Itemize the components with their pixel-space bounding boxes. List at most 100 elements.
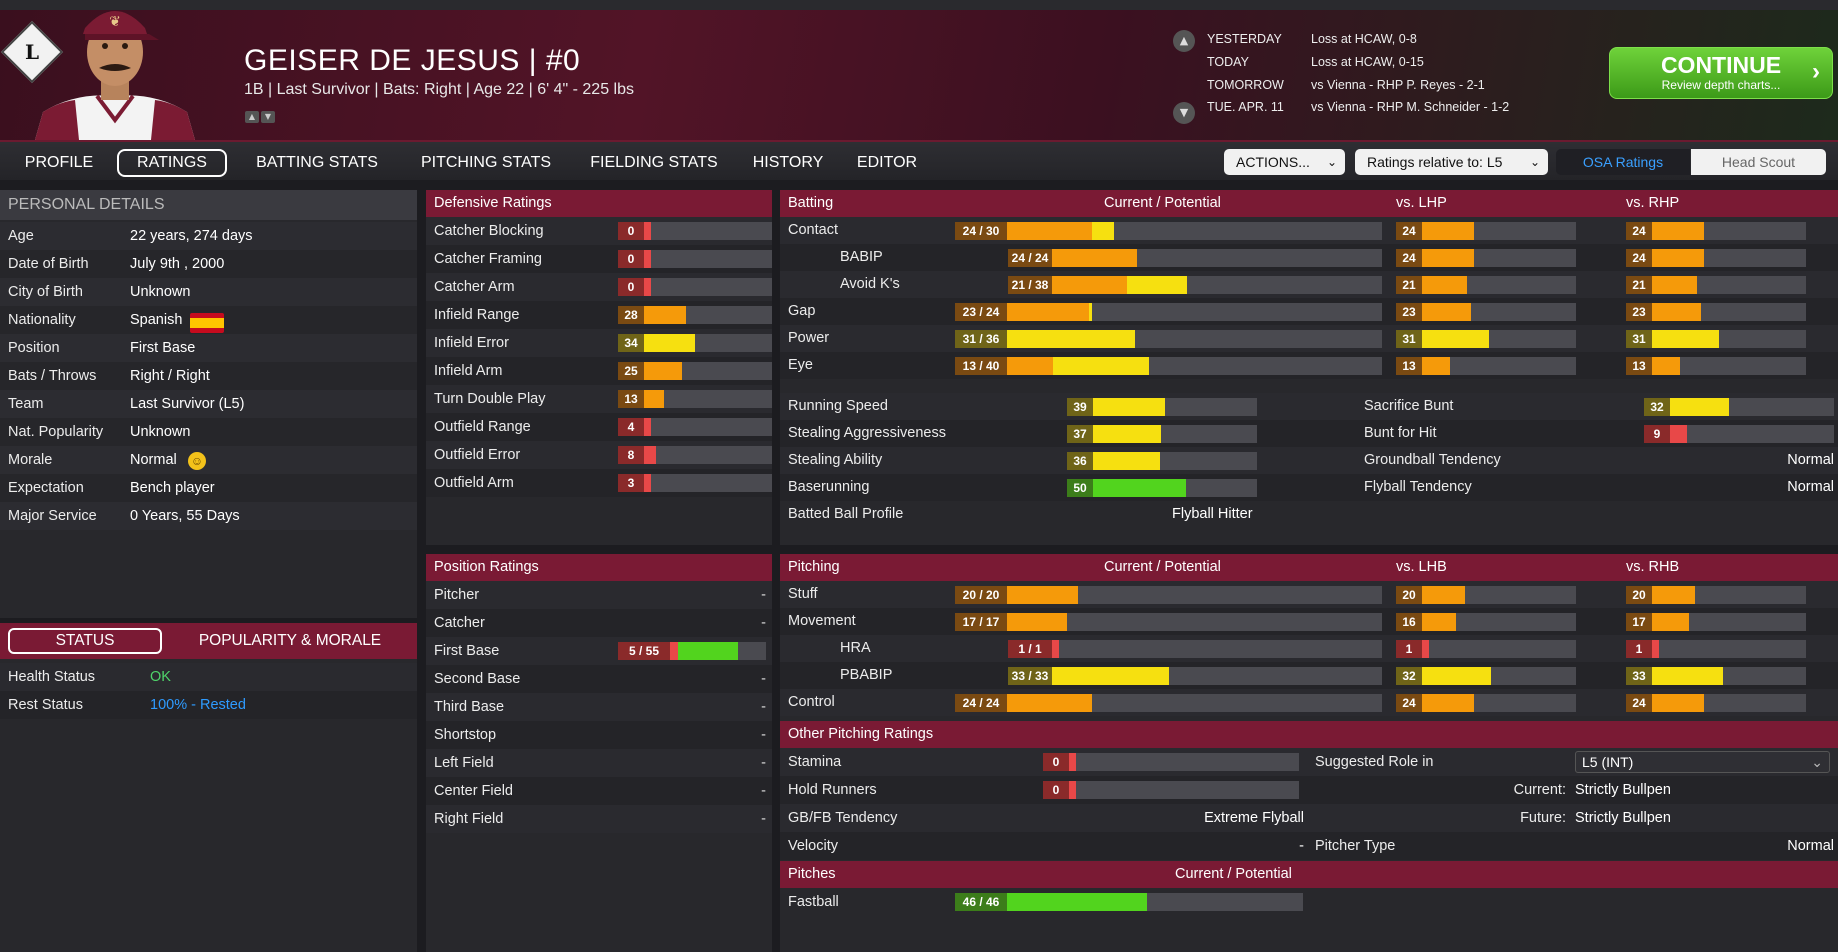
position-label: First Base	[434, 643, 500, 659]
rating-bar	[1007, 303, 1382, 321]
rating-bar	[1422, 249, 1576, 267]
tab-profile[interactable]: PROFILE	[24, 154, 94, 171]
pitching-panel: Pitching Current / Potential vs. LHB vs.…	[780, 554, 1838, 952]
rating-bar	[1007, 694, 1382, 712]
current-potential-header: Current / Potential	[1175, 866, 1292, 882]
rating-bar	[1093, 452, 1257, 470]
schedule-result[interactable]: Loss at HCAW, 0-8	[1311, 32, 1417, 46]
rating-label: Avoid K's	[840, 276, 900, 292]
current-fill	[1670, 425, 1687, 443]
current-fill	[1422, 586, 1465, 604]
status-label: Rest Status	[8, 697, 83, 713]
tab-status[interactable]: STATUS	[8, 628, 162, 654]
next-player-icon[interactable]: ▼	[261, 111, 275, 123]
position-label: Catcher	[434, 615, 485, 631]
smiley-icon: ☺	[188, 452, 206, 470]
rating-value: 23	[1396, 303, 1422, 321]
pitch-row: Fastball 46 / 46	[780, 888, 1838, 916]
continue-button[interactable]: CONTINUE Review depth charts... ›	[1609, 47, 1833, 99]
head-scout-toggle[interactable]: Head Scout	[1691, 149, 1826, 175]
chevron-down-icon: ⌄	[1529, 155, 1540, 169]
rating-bar	[1422, 667, 1576, 685]
rating-bar	[644, 250, 772, 268]
schedule-result[interactable]: vs Vienna - RHP M. Schneider - 1-2	[1311, 100, 1510, 114]
rating-label: PBABIP	[840, 667, 893, 683]
role-select[interactable]: L5 (INT) ⌄	[1575, 751, 1830, 773]
ratings-relative-dropdown[interactable]: Ratings relative to: L5 ⌄	[1355, 149, 1548, 175]
role-select-value: L5 (INT)	[1582, 754, 1634, 770]
rating-value: 24 / 24	[955, 694, 1007, 712]
rating-label: Groundball Tendency	[1364, 452, 1501, 468]
tab-fielding-stats[interactable]: FIELDING STATS	[590, 154, 718, 171]
rating-value: 0	[1043, 753, 1069, 771]
rating-bar	[1422, 330, 1576, 348]
tab-popularity-morale[interactable]: POPULARITY & MORALE	[198, 632, 382, 649]
actions-dropdown[interactable]: ACTIONS... ⌄	[1224, 149, 1345, 175]
rating-bar	[1052, 249, 1382, 267]
current-fill	[1652, 276, 1698, 294]
prev-player-icon[interactable]: ▲	[245, 111, 259, 123]
position-row: First Base 5 / 55	[426, 637, 772, 665]
rating-value: 17 / 17	[955, 613, 1007, 631]
current-fill	[644, 278, 651, 296]
position-label: Right Field	[434, 811, 504, 827]
rating-value: 33	[1626, 667, 1652, 685]
detail-label: Major Service	[8, 508, 97, 524]
rating-bar	[644, 278, 772, 296]
current-fill	[644, 250, 651, 268]
current-fill	[1052, 276, 1127, 294]
tab-pitching-stats[interactable]: PITCHING STATS	[420, 154, 552, 171]
tab-editor[interactable]: EDITOR	[856, 154, 918, 171]
tab-batting-stats[interactable]: BATTING STATS	[256, 154, 378, 171]
schedule-result[interactable]: Loss at HCAW, 0-15	[1311, 55, 1424, 69]
rating-label: Baserunning	[788, 479, 870, 495]
rating-bar	[1422, 613, 1576, 631]
status-value: OK	[150, 669, 171, 685]
batting-panel: Batting Current / Potential vs. LHP vs. …	[780, 190, 1838, 545]
position-label: Second Base	[434, 671, 521, 687]
rating-bar	[1007, 613, 1382, 631]
detail-row: Nationality Spanish	[0, 306, 417, 334]
rating-label: Turn Double Play	[434, 391, 546, 407]
rating-label: Bunt for Hit	[1364, 425, 1437, 441]
rating-bar	[1422, 640, 1576, 658]
rating-row: HRA 1 / 1 1 1	[780, 635, 1838, 662]
tab-history[interactable]: HISTORY	[752, 154, 824, 171]
rating-bar	[644, 306, 772, 324]
rating-label: Catcher Blocking	[434, 223, 544, 239]
personal-details-panel: PERSONAL DETAILS Age 22 years, 274 days Da…	[0, 190, 417, 618]
rating-bar	[1652, 303, 1806, 321]
rating-label: Outfield Arm	[434, 475, 514, 491]
current-fill	[1422, 640, 1429, 658]
schedule-day: TOMORROW	[1207, 78, 1284, 92]
rating-label: Suggested Role in	[1315, 754, 1434, 770]
rating-bar	[1670, 398, 1834, 416]
detail-label: Nationality	[8, 312, 76, 328]
rating-label: Movement	[788, 613, 856, 629]
detail-row: Expectation Bench player	[0, 474, 417, 502]
osa-ratings-toggle[interactable]: OSA Ratings	[1556, 149, 1690, 175]
rating-label: Outfield Error	[434, 447, 521, 463]
current-fill	[1652, 330, 1719, 348]
tab-ratings[interactable]: RATINGS	[117, 149, 227, 177]
current-fill	[644, 362, 682, 380]
schedule-day: YESTERDAY	[1207, 32, 1282, 46]
schedule-down-icon[interactable]: ▼	[1173, 102, 1195, 124]
position-value: -	[761, 811, 766, 827]
current-potential-header: Current / Potential	[1104, 559, 1221, 575]
rating-value: 31	[1626, 330, 1652, 348]
schedule-result[interactable]: vs Vienna - RHP P. Reyes - 2-1	[1311, 78, 1485, 92]
current-fill	[1052, 667, 1170, 685]
rating-bar	[1052, 640, 1382, 658]
pitches-title: Pitches Current / Potential	[780, 861, 1838, 888]
rating-value: 1	[1626, 640, 1652, 658]
position-label: Pitcher	[434, 587, 480, 603]
rating-bar	[1652, 330, 1806, 348]
rating-label: Infield Error	[434, 335, 509, 351]
rating-bar	[1007, 330, 1382, 348]
schedule-up-icon[interactable]: ▲	[1173, 30, 1195, 52]
vs-lhp-header: vs. LHP	[1396, 195, 1447, 211]
position-row: Second Base -	[426, 665, 772, 693]
vs-lhb-header: vs. LHB	[1396, 559, 1447, 575]
player-header: L ❦ GEISER DE JESUS | #0 1B | Last Survi…	[0, 0, 1838, 140]
